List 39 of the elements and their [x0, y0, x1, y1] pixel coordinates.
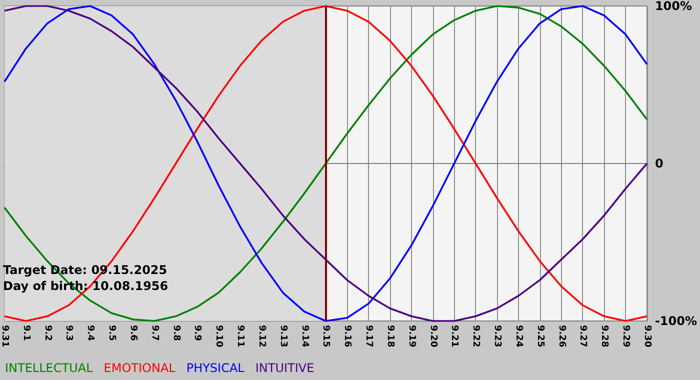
x-tick-label: 9.7: [149, 325, 160, 341]
x-tick-label: 9.10: [214, 325, 224, 348]
x-tick-label: 9.30: [642, 325, 652, 348]
x-tick-label: 9.21: [449, 325, 460, 348]
x-tick-label: 9.20: [428, 325, 438, 348]
x-tick-label: 9.22: [470, 325, 481, 348]
text: INTELLECTUAL: [5, 361, 94, 375]
text: PHYSICAL: [186, 361, 245, 375]
x-tick-label: 9.15: [320, 325, 331, 348]
x-tick-label: 9.27: [578, 325, 588, 348]
x-tick-label: 9.25: [534, 325, 545, 348]
x-tick-label: 9.8: [170, 325, 181, 341]
x-tick-label: 9.13: [278, 325, 288, 348]
x-tick-label: 9.28: [599, 325, 610, 348]
y-tick-label: -100%: [654, 314, 698, 328]
x-tick-label: 9.19: [406, 325, 416, 348]
y-tick-label: 0: [654, 156, 664, 170]
x-tick-label: 9.5: [106, 325, 117, 341]
x-tick-label: 9.9: [192, 325, 202, 341]
x-tick-label: 9.2: [42, 325, 52, 341]
x-tick-label: 9.11: [235, 325, 246, 348]
x-tick-label: 9.29: [620, 325, 631, 348]
x-tick-label: 9.4: [85, 325, 96, 341]
y-tick-label: 100%: [654, 0, 692, 13]
x-tick-label: 9.16: [342, 325, 352, 348]
x-tick-label: 9.23: [492, 325, 502, 348]
x-tick-label: 9.12: [256, 325, 266, 348]
text: INTUITIVE: [255, 361, 314, 375]
x-tick-label: 9.26: [556, 325, 566, 348]
x-tick-label: 9.3: [64, 325, 74, 341]
line-series: [4, 5, 648, 322]
text: EMOTIONAL: [104, 361, 176, 375]
x-tick-label: 9.6: [128, 325, 138, 341]
x-tick-label: 9.14: [299, 325, 310, 348]
x-tick-label: 9.17: [364, 325, 374, 348]
x-tick-label: 9.24: [513, 325, 524, 348]
x-tick-label: 9.1: [20, 325, 31, 341]
x-tick-label: 9.31: [0, 325, 10, 348]
x-tick-label: 9.18: [384, 325, 395, 348]
